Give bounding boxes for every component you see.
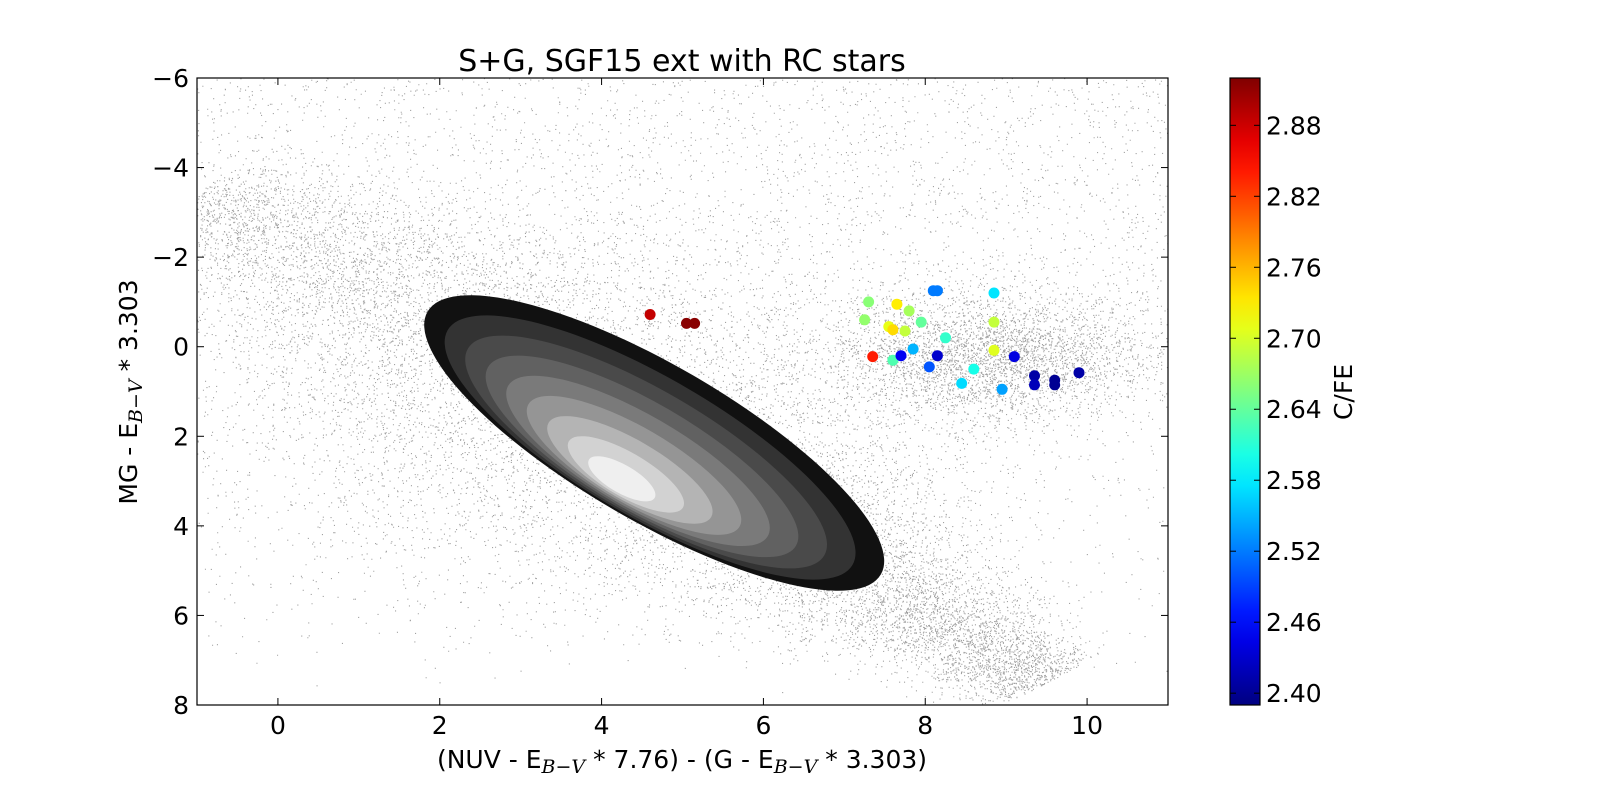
rc-star-point [887, 324, 899, 336]
rc-star-point [968, 363, 980, 375]
colorbar-tick-label: 2.40 [1266, 679, 1322, 708]
rc-star-point [907, 343, 919, 355]
y-tick-label: 2 [173, 422, 189, 451]
y-tick-label: 4 [173, 512, 189, 541]
colorbar-tick-label: 2.52 [1266, 537, 1322, 566]
rc-star-point [931, 350, 943, 362]
colorbar-tick-label: 2.64 [1266, 395, 1322, 424]
x-axis: 0 2 4 6 8 10 [270, 78, 1103, 740]
rc-stars-series [644, 285, 1085, 395]
colorbar-tick-label: 2.46 [1266, 608, 1322, 637]
rc-star-point [1029, 379, 1040, 391]
rc-star-point [931, 285, 943, 297]
rc-star-point [1073, 367, 1085, 379]
plot-area [197, 78, 1168, 705]
rc-star-point [915, 316, 927, 328]
colorbar: 2.40 2.46 2.52 2.58 2.64 2.70 2.76 2.82 2.88 C/FE [1229, 77, 1358, 708]
y-tick-label: −6 [152, 64, 189, 93]
rc-star-point [859, 314, 871, 326]
rc-star-point [988, 344, 1000, 356]
x-axis-title: (NUV - EB−V * 7.76) - (G - EB−V * 3.303) [437, 745, 927, 778]
y-axis: −6 −4 −2 0 2 4 6 8 [152, 64, 1168, 720]
y-tick-label: −4 [152, 154, 189, 183]
rc-star-point [891, 298, 903, 310]
y-tick-label: −2 [152, 243, 189, 272]
x-tick-label: 8 [917, 711, 933, 740]
rc-star-point [956, 377, 968, 389]
x-tick-label: 6 [755, 711, 771, 740]
rc-star-point [988, 287, 1000, 299]
y-tick-label: 0 [173, 333, 189, 362]
colorbar-label: C/FE [1329, 364, 1358, 420]
rc-star-point [903, 305, 915, 317]
rc-star-point [923, 361, 935, 373]
rc-star-point [887, 354, 899, 366]
colorbar-tick-label: 2.82 [1266, 182, 1322, 211]
colorbar-tick-label: 2.76 [1266, 253, 1322, 282]
rc-star-point [1049, 379, 1061, 391]
y-axis-title: MG - EB−V * 3.303 [114, 279, 147, 504]
y-tick-label: 8 [173, 691, 189, 720]
rc-star-point [863, 296, 875, 308]
x-tick-label: 0 [270, 711, 286, 740]
rc-star-point [988, 316, 1000, 328]
x-tick-label: 4 [594, 711, 610, 740]
rc-star-point [895, 350, 907, 362]
contour-level-9 [588, 456, 656, 502]
rc-star-point [681, 317, 692, 329]
x-tick-label: 10 [1071, 711, 1103, 740]
y-tick-label: 6 [173, 601, 189, 630]
rc-star-point [899, 325, 911, 337]
rc-star-point [996, 383, 1008, 395]
colorbar-tick-label: 2.58 [1266, 466, 1322, 495]
plot-frame [196, 77, 1169, 706]
rc-star-point [940, 332, 951, 344]
colorbar-tick-label: 2.88 [1266, 111, 1322, 140]
rc-star-point [1029, 370, 1040, 382]
chart-title: S+G, SGF15 ext with RC stars [458, 44, 906, 79]
colorbar-gradient [1229, 77, 1261, 706]
x-tick-label: 2 [432, 711, 448, 740]
colorbar-tick-label: 2.70 [1266, 324, 1322, 353]
rc-star-point [1008, 351, 1020, 363]
rc-star-point [644, 309, 656, 320]
rc-star-point [867, 351, 879, 363]
rc-star-point [689, 317, 701, 329]
density-contours [424, 295, 885, 591]
